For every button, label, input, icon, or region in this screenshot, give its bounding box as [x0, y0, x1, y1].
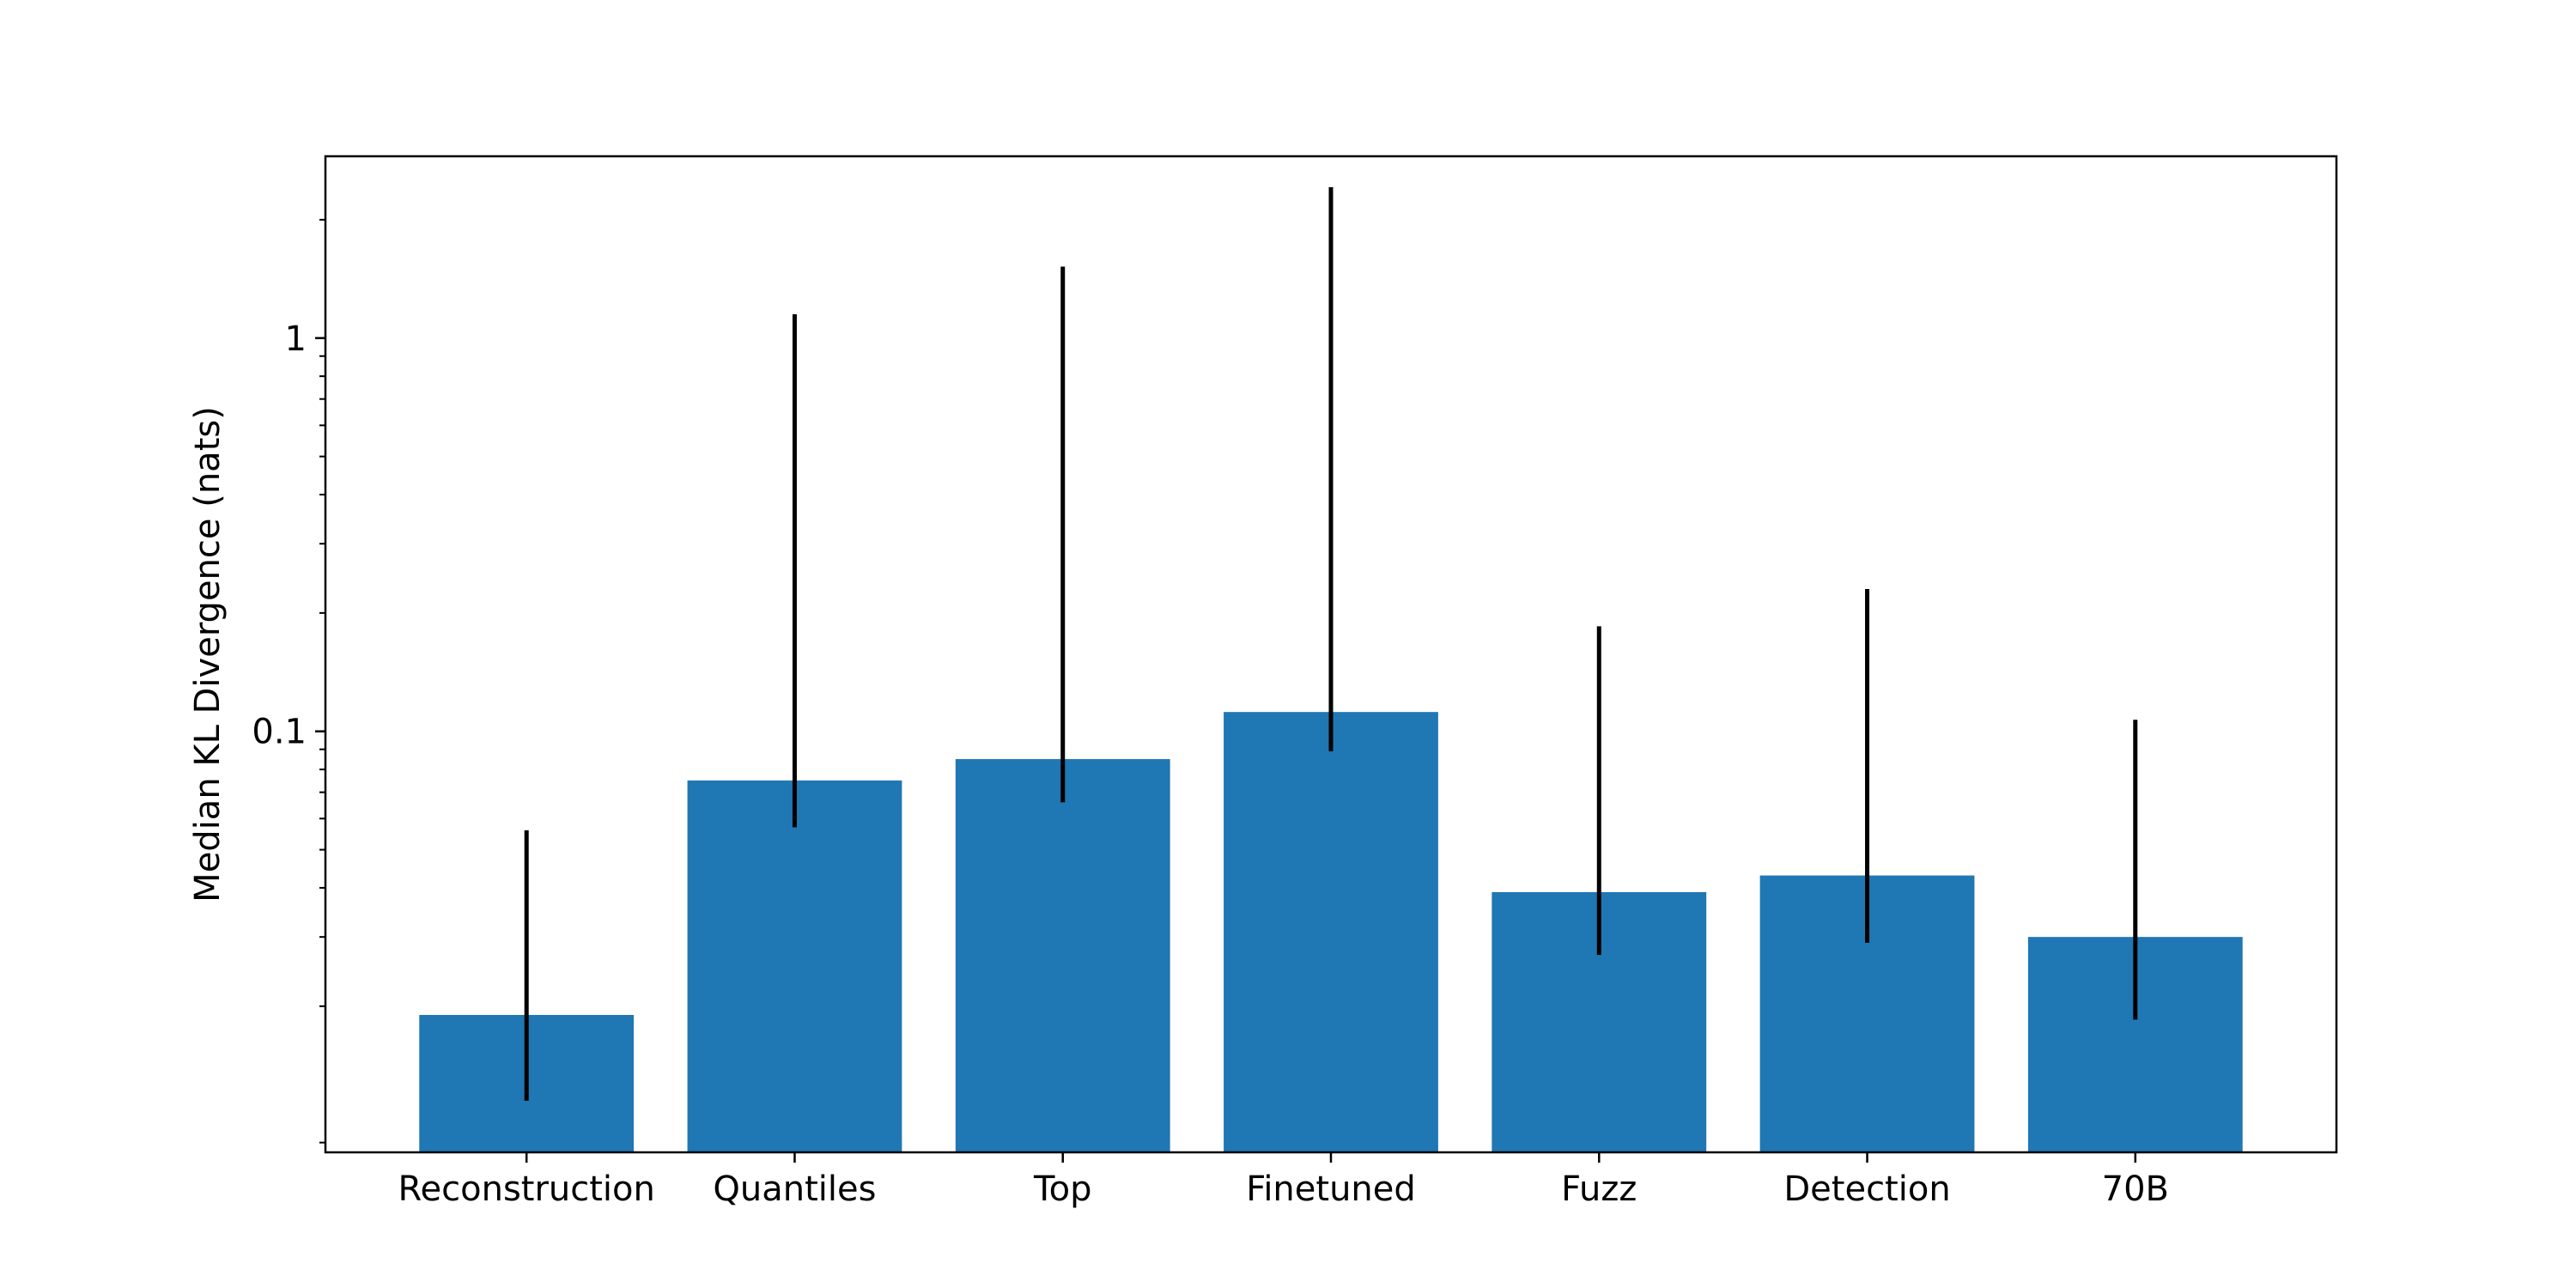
x-tick-label: Quantiles — [713, 1170, 876, 1209]
x-tick-label: 70B — [2102, 1170, 2169, 1209]
y-axis-label: Median KL Divergence (nats) — [188, 406, 228, 902]
bar-quantiles — [687, 780, 902, 1152]
x-tick-label: Fuzz — [1561, 1170, 1637, 1209]
x-tick-label: Top — [1033, 1170, 1092, 1209]
ticks-layer: Reconstruction Quantiles Top Finetuned Fuzz D… — [252, 218, 2169, 1209]
plot-frame — [324, 155, 2338, 1154]
bar-finetuned — [1224, 712, 1438, 1152]
y-tick-label: 1 — [285, 319, 307, 359]
bar-top — [955, 759, 1170, 1152]
errorbars-layer — [524, 186, 2138, 1101]
x-tick-label: Finetuned — [1246, 1170, 1416, 1209]
x-tick-label: Reconstruction — [398, 1170, 655, 1209]
bars-layer — [419, 712, 2243, 1152]
y-tick-label: 0.1 — [252, 713, 307, 752]
x-tick-label: Detection — [1783, 1170, 1950, 1209]
